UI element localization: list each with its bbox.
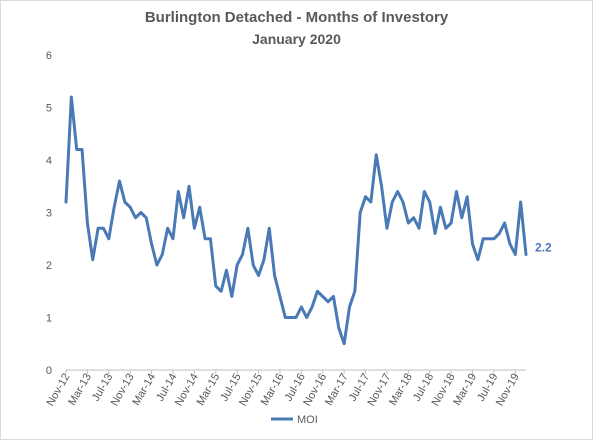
y-axis: 0 1 2 3 4 5 6	[46, 50, 52, 377]
y-tick-label: 4	[46, 155, 52, 167]
y-tick-label: 6	[46, 50, 52, 62]
x-axis: Nov-12Mar-13Jul-13Nov-13Mar-14Jul-14Nov-…	[44, 369, 526, 408]
y-tick-label: 0	[46, 365, 52, 377]
series-line-moi	[64, 95, 528, 346]
chart-subtitle: January 2020	[252, 31, 341, 47]
legend-label: MOI	[297, 414, 318, 426]
y-tick-label: 1	[46, 313, 52, 325]
legend: MOI	[271, 414, 318, 426]
y-tick-label: 3	[46, 208, 52, 220]
end-value-label: 2.2	[535, 241, 552, 255]
y-tick-label: 2	[46, 260, 52, 272]
series-layer	[64, 95, 528, 346]
y-tick-label: 5	[46, 103, 52, 115]
chart-title: Burlington Detached - Months of Investor…	[144, 9, 449, 26]
